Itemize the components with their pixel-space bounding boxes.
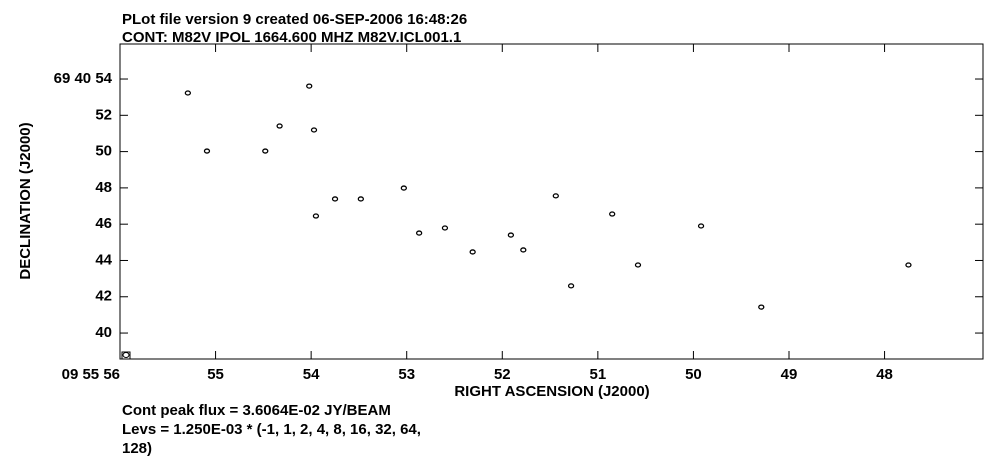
x-tick-label: 53 <box>398 366 415 383</box>
contour-source <box>441 225 449 231</box>
y-axis-label: DECLINATION (J2000) <box>17 122 34 279</box>
contour-source <box>520 247 527 253</box>
x-tick-label: 09 55 56 <box>62 366 120 383</box>
contour-source <box>415 230 423 236</box>
chart-subtitle: CONT: M82V IPOL 1664.600 MHZ M82V.ICL001… <box>122 29 461 46</box>
note: 128) <box>122 440 152 457</box>
contour-source <box>634 262 642 268</box>
contour-source <box>697 223 705 229</box>
beam <box>122 352 130 358</box>
contour-source <box>312 213 320 219</box>
contour-source <box>469 249 476 255</box>
y-tick-label: 46 <box>95 215 112 232</box>
contour-source <box>758 304 765 310</box>
x-tick-label: 52 <box>494 366 511 383</box>
y-tick-label: 50 <box>95 143 112 160</box>
x-tick-label: 54 <box>303 366 320 383</box>
contour-source <box>203 148 211 154</box>
contour-source <box>262 148 269 154</box>
y-tick-label: 52 <box>95 106 112 123</box>
y-tick-label: 44 <box>95 251 112 268</box>
contour-source <box>552 193 559 199</box>
plot-frame <box>119 43 984 360</box>
y-tick-label: 42 <box>95 288 112 305</box>
contour-source <box>276 123 283 129</box>
x-tick-label: 49 <box>781 366 798 383</box>
x-tick-label: 50 <box>685 366 702 383</box>
chart-title: PLot file version 9 created 06-SEP-2006 … <box>122 11 467 28</box>
contour-source <box>609 211 616 217</box>
contour-source <box>310 127 318 133</box>
contour-source <box>331 196 339 202</box>
contour-source <box>357 196 364 202</box>
contour-source <box>905 262 912 268</box>
beam-box <box>121 351 131 360</box>
note: Levs = 1.250E-03 * (-1, 1, 2, 4, 8, 16, … <box>122 421 421 438</box>
x-tick-label: 55 <box>207 366 224 383</box>
x-axis-label: RIGHT ASCENSION (J2000) <box>454 383 649 400</box>
contour-source <box>400 185 407 191</box>
x-tick-label: 48 <box>876 366 893 383</box>
contour-source <box>306 83 313 89</box>
y-tick-label: 69 40 54 <box>54 70 113 87</box>
x-tick-label: 51 <box>590 366 607 383</box>
note: Cont peak flux = 3.6064E-02 JY/BEAM <box>122 402 391 419</box>
contour-source <box>567 283 575 289</box>
contour-source <box>507 232 515 238</box>
y-tick-label: 40 <box>95 324 112 341</box>
y-tick-label: 48 <box>95 179 112 196</box>
contour-source <box>184 90 192 96</box>
